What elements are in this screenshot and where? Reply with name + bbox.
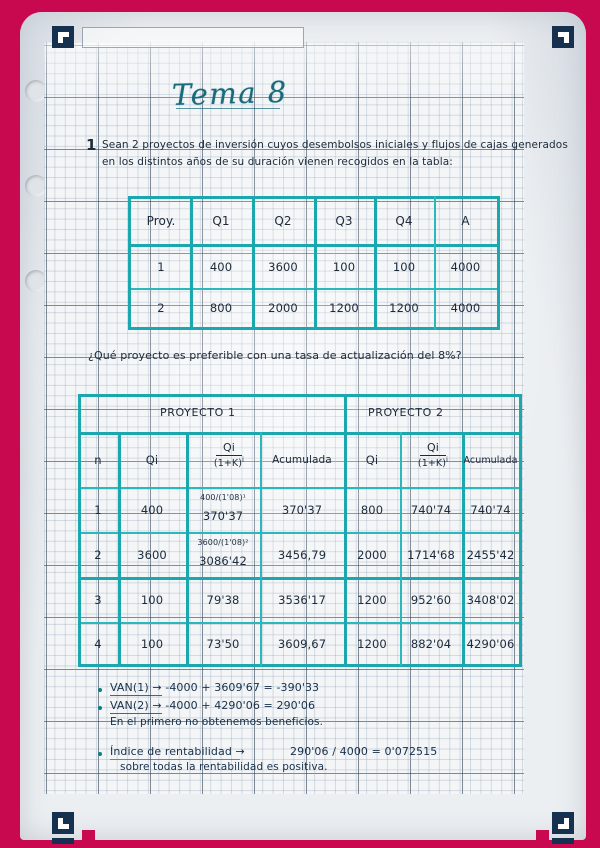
profitability-index-label: Índice de rentabilidad → (110, 745, 245, 758)
result-van2: VAN(2) → -4000 + 4290'06 = 290'06 (110, 699, 316, 712)
npv-header-frac-exp-2: i (446, 455, 449, 464)
cashflow-header-q4: Q4 (395, 214, 413, 228)
registration-mark-top-right (552, 26, 574, 48)
table-cell: 2455'42 (466, 548, 515, 562)
registration-mark-bottom-left (52, 812, 74, 834)
table-cell: 1200 (329, 301, 359, 315)
profitability-index-underline (110, 759, 240, 760)
npv-header-frac-exp: i (242, 455, 245, 464)
table-cell: 3600 (137, 548, 167, 562)
table-cell: 79'38 (206, 593, 240, 607)
table-cell: 3456,79 (277, 548, 327, 562)
hole-punch-1 (25, 80, 47, 102)
table-cell: 800 (360, 503, 384, 517)
npv-header-frac-den: (1+K) (213, 457, 243, 469)
npv-header-qi-p1: Qi (145, 453, 159, 467)
van1-underline (110, 695, 162, 696)
cashflow-header-q1: Q1 (212, 214, 230, 228)
table-row: 3 (94, 593, 102, 607)
form-header-field (82, 27, 304, 48)
table-cell: 740'74 (410, 503, 452, 517)
table-cell: 73'50 (206, 637, 240, 651)
bullet-icon (98, 688, 102, 692)
table-cell: 400 (140, 503, 164, 517)
exercise-question: ¿Qué proyecto es preferible con una tasa… (88, 349, 462, 362)
registration-bar-bottom-left (52, 838, 74, 844)
cashflow-header-proy: Proy. (146, 214, 176, 228)
table-cell: 740'74 (470, 503, 511, 517)
table-cell-formula: 400/(1'08)¹ (200, 492, 246, 502)
table-row: 1 (157, 260, 165, 274)
table-cell: 1200 (389, 301, 419, 315)
hole-punch-2 (25, 175, 47, 197)
table-cell: 1200 (357, 593, 387, 607)
table-row: 2 (157, 301, 165, 315)
npv-header-frac-den-2: (1+K) (417, 457, 447, 469)
table-cell: 4000 (450, 260, 481, 274)
table-cell: 952'60 (410, 593, 452, 607)
table-cell: 1714'68 (407, 548, 455, 562)
table-cell: 3600 (268, 260, 298, 274)
result-conclusion: En el primero no obtenemos beneficios. (110, 716, 324, 728)
table-cell: 3609,67 (277, 637, 327, 651)
table-cell: 3408'02 (466, 593, 515, 607)
bullet-icon (98, 752, 102, 756)
table-cell: 4000 (450, 301, 481, 315)
table-cell: 882'04 (410, 637, 452, 651)
cashflow-header-q3: Q3 (335, 214, 353, 228)
npv-header-discounted-p2: Qi (1+K)i (404, 442, 462, 469)
bullet-icon (98, 706, 102, 710)
registration-bar-bottom-right (552, 838, 574, 844)
table-cell: 370'37 (202, 509, 244, 523)
npv-header-accumulated-p2: Acumulada (463, 454, 518, 466)
npv-header-frac-num-2: Qi (427, 441, 439, 454)
page-title: Tema 8 (171, 74, 289, 112)
table-cell: 1200 (357, 637, 387, 651)
table-cell: 100 (140, 593, 164, 607)
profitability-index-calc: 290'06 / 4000 = 0'072515 (290, 745, 438, 758)
cashflow-header-q2: Q2 (274, 214, 292, 228)
table-cell: 400 (209, 260, 233, 274)
npv-group-label-2: PROYECTO 2 (368, 406, 444, 419)
npv-header-qi-p2: Qi (365, 453, 379, 467)
table-cell: 3536'17 (278, 593, 326, 607)
npv-header-n: n (94, 453, 102, 467)
registration-mark-top-left (52, 26, 74, 48)
table-row: 1 (94, 503, 102, 517)
npv-header-frac-num: Qi (223, 441, 235, 454)
table-cell: 800 (209, 301, 233, 315)
table-cell: 2000 (357, 548, 387, 562)
npv-header-accumulated-p1: Acumulada (272, 454, 332, 466)
table-cell: 100 (140, 637, 164, 651)
cashflow-header-a: A (461, 214, 470, 228)
result-van1: VAN(1) → -4000 + 3609'67 = -390'33 (110, 681, 320, 694)
van2-underline (110, 713, 162, 714)
table-cashflows: Proy. Q1 Q2 Q3 Q4 A 1 400 3600 100 100 4… (128, 196, 500, 330)
table-cell: 100 (332, 260, 356, 274)
title-underline (176, 108, 280, 109)
table-row: 4 (94, 637, 102, 651)
table-cell: 100 (392, 260, 416, 274)
table-cell-formula: 3600/(1'08)² (197, 537, 249, 547)
npv-group-label-1: PROYECTO 1 (160, 406, 236, 419)
color-calibration-square-left (82, 830, 95, 843)
color-calibration-square-right (536, 830, 549, 843)
table-cell: 2000 (268, 301, 298, 315)
table-cell: 4290'06 (466, 637, 515, 651)
registration-mark-bottom-right (552, 812, 574, 834)
exercise-number: 1 (86, 136, 97, 154)
profitability-index-note: sobre todas la rentabilidad es positiva. (120, 761, 328, 773)
table-row: 2 (94, 548, 102, 562)
table-cell: 370'37 (281, 503, 323, 517)
npv-header-discounted-p1: Qi (1+K)i (198, 442, 260, 469)
table-npv: PROYECTO 1 PROYECTO 2 n Qi Qi (1+K)i Acu… (78, 394, 522, 667)
exercise-statement-line1: Sean 2 proyectos de inversión cuyos dese… (102, 139, 568, 151)
hole-punch-3 (25, 270, 47, 292)
table-cell: 3086'42 (199, 554, 247, 568)
exercise-statement-line2: en los distintos años de su duración vie… (102, 156, 453, 168)
